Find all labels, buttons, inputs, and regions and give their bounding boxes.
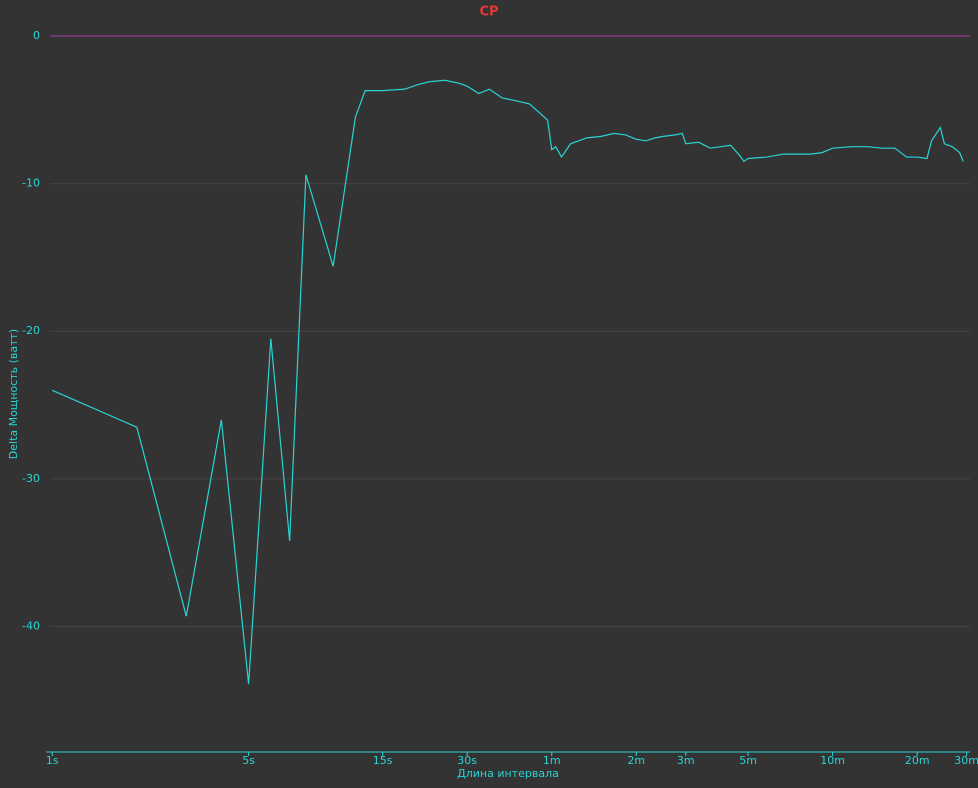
x-axis-label: Длина интервала	[457, 767, 559, 780]
x-tick-label: 30m	[954, 754, 978, 767]
y-tick-label: -20	[22, 324, 40, 337]
x-tick-label: 15s	[373, 754, 393, 767]
x-tick-label: 10m	[820, 754, 845, 767]
x-tick-label: 5s	[242, 754, 255, 767]
y-tick-label: 0	[33, 29, 40, 42]
x-tick-label: 1m	[543, 754, 561, 767]
y-tick-label: -10	[22, 177, 40, 190]
y-tick-label: -30	[22, 472, 40, 485]
y-tick-label: -40	[22, 620, 40, 633]
x-tick-label: 1s	[46, 754, 59, 767]
y-axis-label: Delta Мощность (ватт)	[7, 329, 20, 459]
data-line	[52, 79, 964, 685]
x-tick-label: 5m	[739, 754, 757, 767]
x-tick-label: 20m	[905, 754, 930, 767]
x-tick-label: 2m	[627, 754, 645, 767]
x-tick-label: 3m	[677, 754, 695, 767]
x-tick-label: 30s	[457, 754, 477, 767]
chart-title: CP	[479, 5, 498, 20]
